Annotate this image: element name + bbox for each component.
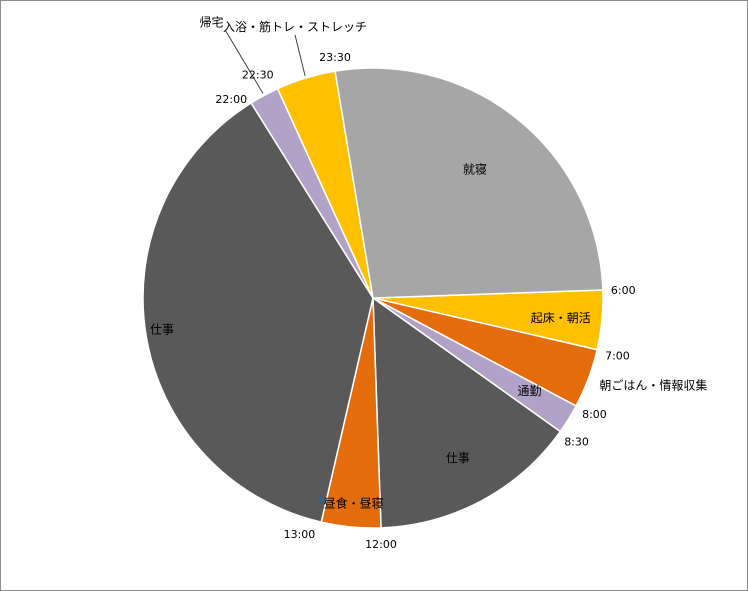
- time-tick-label: 12:00: [365, 538, 397, 551]
- time-tick-label: 8:30: [564, 436, 589, 449]
- slice-label: 通勤: [517, 384, 541, 398]
- pie-slice: [142, 101, 374, 524]
- time-tick-label: 22:30: [242, 69, 274, 82]
- time-tick-label: 7:00: [605, 350, 630, 363]
- slice-label: 朝ごはん・情報収集: [599, 377, 707, 392]
- slice-label: 入浴・筋トレ・ストレッチ: [223, 19, 367, 34]
- slice-label: 仕事: [150, 322, 174, 336]
- pie-slice: [334, 67, 604, 299]
- slice-label: 昼食・昼寝: [324, 496, 384, 511]
- time-tick-label: 23:30: [319, 51, 351, 64]
- pie-slice: [372, 296, 562, 529]
- time-tick-label: 22:00: [215, 93, 247, 106]
- time-tick-label: 8:00: [582, 408, 607, 421]
- time-tick-label: 6:00: [611, 284, 636, 297]
- slice-label: 就寝: [463, 161, 487, 176]
- slice-label: 起床・朝活: [531, 311, 591, 325]
- time-tick-label: 13:00: [284, 528, 316, 541]
- slice-label: 帰宅: [199, 15, 223, 30]
- slice-label: 仕事: [446, 451, 470, 465]
- leader-line: [225, 30, 264, 94]
- leader-line: [294, 34, 306, 77]
